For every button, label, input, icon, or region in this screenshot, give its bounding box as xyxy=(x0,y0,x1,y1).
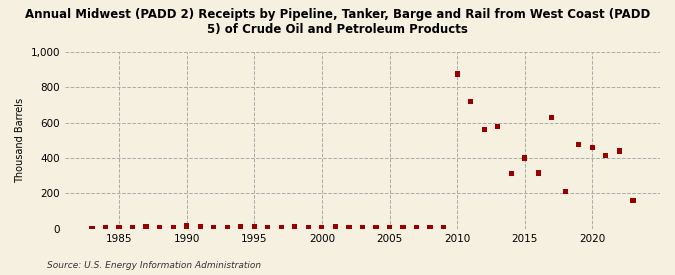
Point xyxy=(587,145,598,150)
Point xyxy=(209,225,219,229)
Point xyxy=(560,189,571,194)
Point xyxy=(411,226,422,230)
Point xyxy=(384,226,395,230)
Point xyxy=(533,171,543,175)
Point xyxy=(371,226,381,230)
Point xyxy=(506,172,516,176)
Point xyxy=(330,225,341,229)
Point xyxy=(100,226,111,230)
Point xyxy=(154,225,165,229)
Point xyxy=(492,124,503,128)
Point xyxy=(86,226,97,230)
Point xyxy=(167,226,178,230)
Point xyxy=(195,225,206,229)
Point xyxy=(479,128,489,132)
Y-axis label: Thousand Barrels: Thousand Barrels xyxy=(15,98,25,183)
Point xyxy=(276,225,287,229)
Text: Annual Midwest (PADD 2) Receipts by Pipeline, Tanker, Barge and Rail from West C: Annual Midwest (PADD 2) Receipts by Pipe… xyxy=(25,8,650,36)
Point xyxy=(344,225,354,229)
Point xyxy=(127,226,138,230)
Point xyxy=(236,225,246,229)
Point xyxy=(438,226,449,230)
Point xyxy=(113,226,124,230)
Point xyxy=(222,226,233,230)
Point xyxy=(574,142,585,147)
Point xyxy=(290,225,300,229)
Point xyxy=(601,153,612,158)
Point xyxy=(628,198,639,203)
Point xyxy=(546,115,557,120)
Point xyxy=(182,224,192,228)
Point xyxy=(357,226,368,230)
Point xyxy=(398,226,408,230)
Point xyxy=(249,225,260,229)
Point xyxy=(140,225,151,229)
Point xyxy=(614,149,625,153)
Point xyxy=(465,99,476,104)
Point xyxy=(452,72,462,76)
Point xyxy=(317,225,327,229)
Point xyxy=(303,225,314,229)
Text: Source: U.S. Energy Information Administration: Source: U.S. Energy Information Administ… xyxy=(47,260,261,270)
Point xyxy=(263,225,273,229)
Point xyxy=(519,156,530,160)
Point xyxy=(425,226,435,230)
